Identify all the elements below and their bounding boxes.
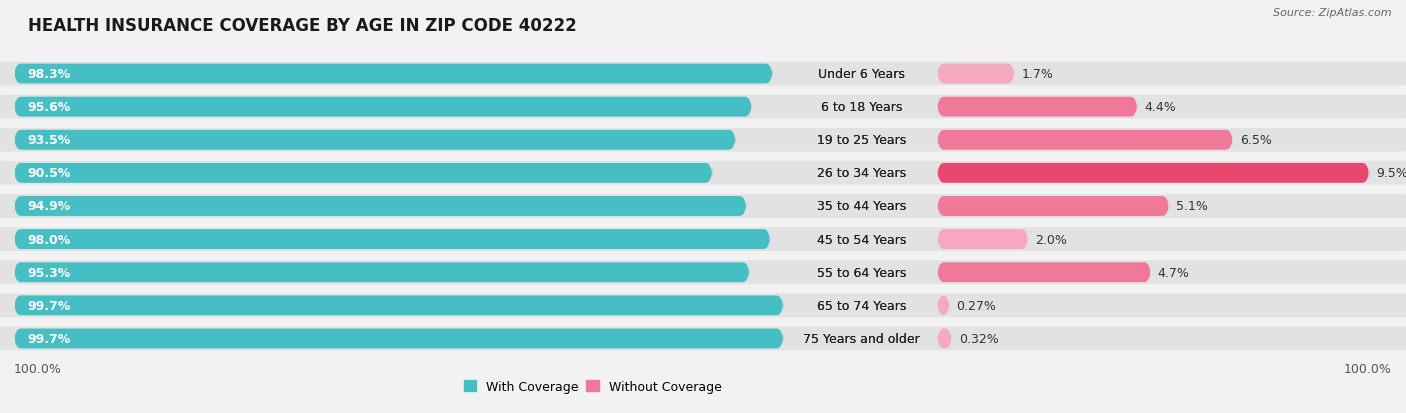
FancyBboxPatch shape [14,64,772,84]
FancyBboxPatch shape [0,327,1406,351]
Text: 2.0%: 2.0% [1035,233,1067,246]
FancyBboxPatch shape [938,131,1233,150]
Text: 6.5%: 6.5% [1240,134,1271,147]
Text: 55 to 64 Years: 55 to 64 Years [817,266,905,279]
Text: 35 to 44 Years: 35 to 44 Years [817,200,905,213]
FancyBboxPatch shape [0,161,1406,185]
FancyBboxPatch shape [938,97,1137,117]
Text: 98.0%: 98.0% [28,233,72,246]
Text: 75 Years and older: 75 Years and older [803,332,920,345]
Text: 19 to 25 Years: 19 to 25 Years [817,134,905,147]
Text: 55 to 64 Years: 55 to 64 Years [817,266,905,279]
FancyBboxPatch shape [0,228,1406,252]
Text: 98.3%: 98.3% [28,68,70,81]
Text: 99.7%: 99.7% [28,332,72,345]
Text: 45 to 54 Years: 45 to 54 Years [817,233,905,246]
Text: 4.7%: 4.7% [1157,266,1189,279]
Text: 4.4%: 4.4% [1144,101,1175,114]
FancyBboxPatch shape [938,230,1028,249]
Text: 65 to 74 Years: 65 to 74 Years [817,299,905,312]
FancyBboxPatch shape [14,131,735,150]
Legend: With Coverage, Without Coverage: With Coverage, Without Coverage [458,375,727,398]
FancyBboxPatch shape [14,164,713,183]
Text: 93.5%: 93.5% [28,134,72,147]
Text: 99.7%: 99.7% [28,299,72,312]
FancyBboxPatch shape [14,263,749,282]
FancyBboxPatch shape [14,230,770,249]
Text: 95.3%: 95.3% [28,266,72,279]
FancyBboxPatch shape [938,164,1369,183]
Text: 95.6%: 95.6% [28,101,72,114]
Text: 26 to 34 Years: 26 to 34 Years [817,167,905,180]
Text: 19 to 25 Years: 19 to 25 Years [817,134,905,147]
Text: 75 Years and older: 75 Years and older [803,332,920,345]
FancyBboxPatch shape [14,329,783,349]
FancyBboxPatch shape [14,97,752,117]
FancyBboxPatch shape [938,64,1015,84]
FancyBboxPatch shape [938,296,949,316]
FancyBboxPatch shape [0,62,1406,86]
Text: 35 to 44 Years: 35 to 44 Years [817,200,905,213]
Text: 100.0%: 100.0% [1344,363,1392,375]
FancyBboxPatch shape [938,197,1170,216]
Text: 94.9%: 94.9% [28,200,72,213]
Text: 45 to 54 Years: 45 to 54 Years [817,233,905,246]
FancyBboxPatch shape [0,128,1406,152]
Text: 5.1%: 5.1% [1175,200,1208,213]
Text: HEALTH INSURANCE COVERAGE BY AGE IN ZIP CODE 40222: HEALTH INSURANCE COVERAGE BY AGE IN ZIP … [28,17,576,34]
Text: 26 to 34 Years: 26 to 34 Years [817,167,905,180]
Text: 6 to 18 Years: 6 to 18 Years [821,101,903,114]
Text: Under 6 Years: Under 6 Years [818,68,905,81]
Text: 1.7%: 1.7% [1021,68,1053,81]
FancyBboxPatch shape [938,329,952,349]
FancyBboxPatch shape [14,197,747,216]
FancyBboxPatch shape [0,195,1406,218]
Text: Under 6 Years: Under 6 Years [818,68,905,81]
Text: 100.0%: 100.0% [14,363,62,375]
FancyBboxPatch shape [0,261,1406,285]
Text: 90.5%: 90.5% [28,167,72,180]
Text: 0.32%: 0.32% [959,332,998,345]
Text: 9.5%: 9.5% [1376,167,1406,180]
FancyBboxPatch shape [0,95,1406,119]
FancyBboxPatch shape [938,263,1152,282]
FancyBboxPatch shape [0,294,1406,318]
Text: 6 to 18 Years: 6 to 18 Years [821,101,903,114]
Text: 0.27%: 0.27% [956,299,997,312]
FancyBboxPatch shape [14,296,783,316]
Text: Source: ZipAtlas.com: Source: ZipAtlas.com [1274,8,1392,18]
Text: 65 to 74 Years: 65 to 74 Years [817,299,905,312]
